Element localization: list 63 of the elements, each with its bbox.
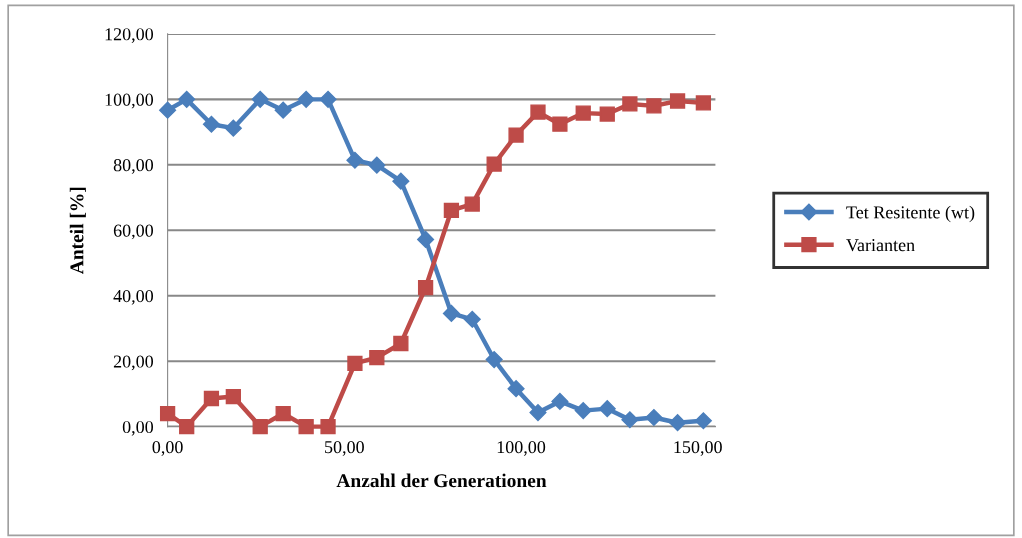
point <box>393 335 409 352</box>
point <box>346 151 364 169</box>
y-tick-label: 40,00 <box>113 289 154 305</box>
legend-label: Varianten <box>846 239 915 252</box>
point <box>297 90 315 108</box>
point <box>417 230 435 248</box>
y-tick-label: 120,00 <box>105 28 154 43</box>
y-tick-label: 60,00 <box>113 224 154 240</box>
point <box>507 380 525 398</box>
point <box>599 106 615 122</box>
point <box>508 127 524 143</box>
point <box>203 390 220 407</box>
point <box>224 119 242 137</box>
point <box>552 116 568 132</box>
point <box>486 156 502 172</box>
point <box>669 93 686 109</box>
point <box>485 350 503 369</box>
point <box>159 101 177 119</box>
point <box>251 90 269 108</box>
point <box>530 104 546 120</box>
point <box>574 402 592 420</box>
x-tick-label: 100,00 <box>497 441 546 456</box>
point <box>443 202 460 218</box>
point <box>442 304 460 322</box>
y-tick-label: 0,00 <box>122 420 154 436</box>
point <box>646 98 662 114</box>
point <box>159 405 176 422</box>
x-axis-title: Anzahl der Generationen <box>336 473 547 488</box>
x-tick-label: 0,00 <box>152 441 183 456</box>
point <box>347 355 363 372</box>
legend-label: Tet Resitente (wt) <box>846 205 975 223</box>
point <box>669 414 687 432</box>
point <box>369 349 385 366</box>
point <box>575 105 591 121</box>
point <box>298 418 314 435</box>
y-tick-label: 100,00 <box>105 93 154 109</box>
point <box>178 90 196 108</box>
point <box>529 404 547 422</box>
y-tick-label: 20,00 <box>113 355 154 371</box>
point <box>252 418 268 435</box>
point <box>463 310 481 328</box>
point <box>392 172 410 190</box>
point <box>179 418 195 435</box>
x-tick-label: 50,00 <box>325 441 364 456</box>
point <box>598 400 616 418</box>
point <box>368 156 386 174</box>
point <box>225 388 241 405</box>
point <box>551 392 569 410</box>
point <box>202 115 220 133</box>
point <box>622 96 638 112</box>
point <box>417 279 434 296</box>
point <box>464 196 480 212</box>
point <box>694 412 712 430</box>
point <box>320 418 336 435</box>
point <box>274 101 292 119</box>
point <box>695 95 712 111</box>
y-axis-title: Anteil [%] <box>69 187 86 275</box>
point <box>645 408 663 427</box>
point <box>621 411 639 429</box>
point <box>275 405 291 422</box>
y-tick-label: 80,00 <box>113 159 154 174</box>
point <box>319 90 337 108</box>
x-tick-label: 150,00 <box>674 441 722 456</box>
